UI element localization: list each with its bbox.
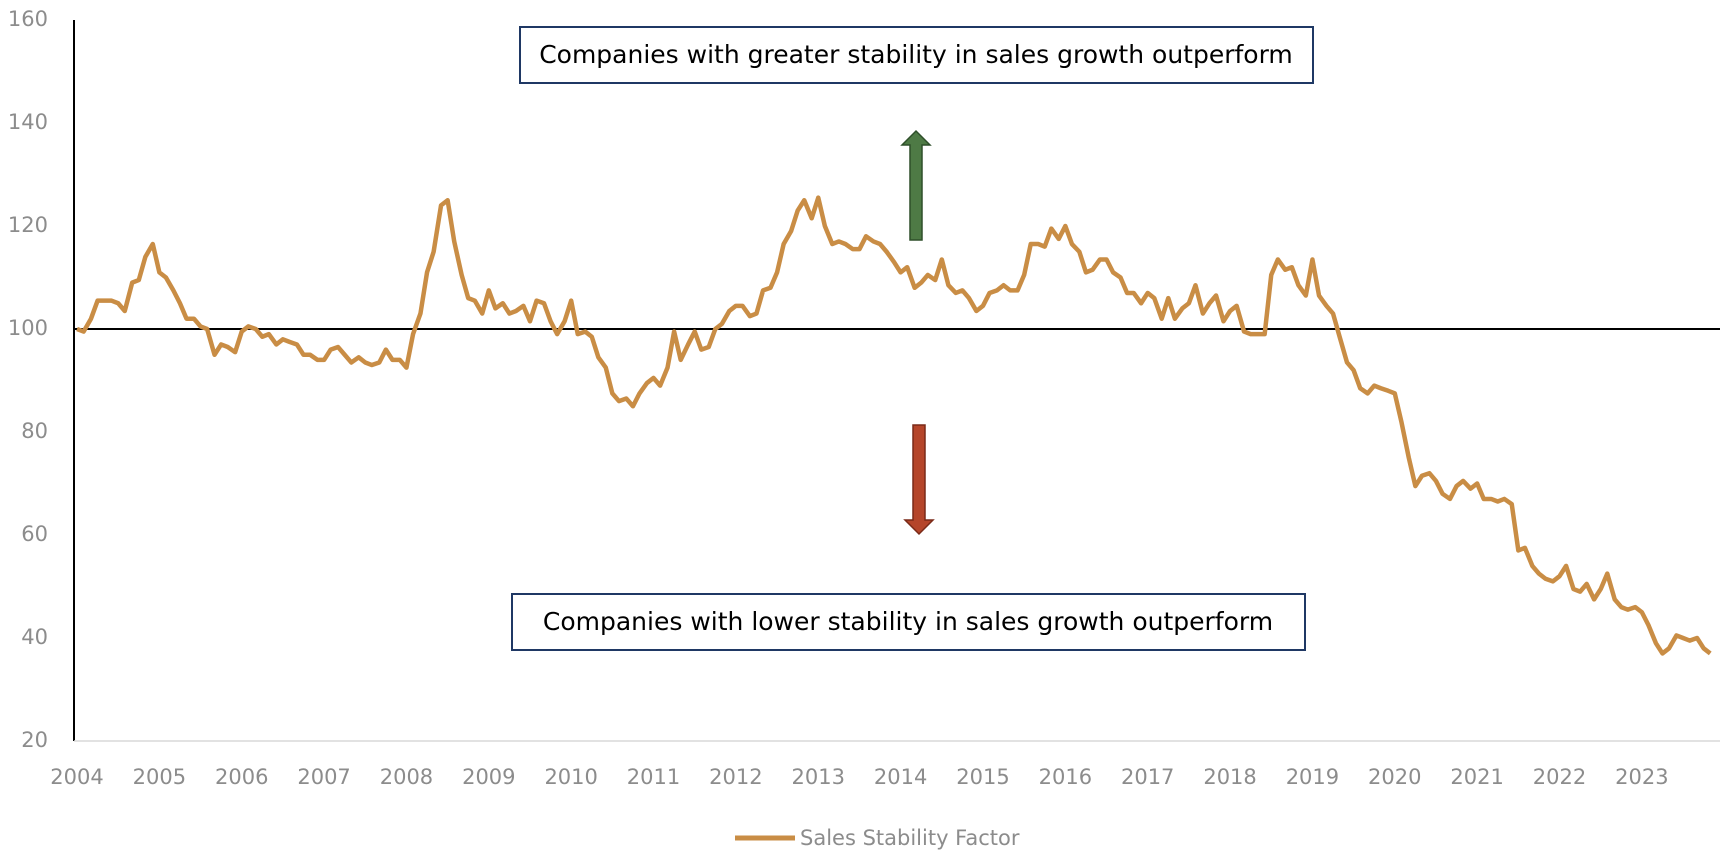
- y-tick-label: 60: [21, 522, 48, 546]
- y-tick-label: 80: [21, 419, 48, 443]
- legend-label: Sales Stability Factor: [800, 826, 1020, 850]
- y-tick-label: 100: [8, 316, 48, 340]
- x-tick-label: 2010: [544, 765, 597, 789]
- annotation: Companies with lower stability in sales …: [543, 607, 1273, 636]
- x-tick-label: 2023: [1615, 765, 1668, 789]
- x-tick-label: 2016: [1039, 765, 1092, 789]
- x-tick-label: 2018: [1203, 765, 1256, 789]
- x-tick-label: 2014: [874, 765, 927, 789]
- x-tick-label: 2021: [1450, 765, 1503, 789]
- y-tick-label: 140: [8, 110, 48, 134]
- x-tick-label: 2022: [1533, 765, 1586, 789]
- y-tick-label: 20: [21, 728, 48, 752]
- annotation: Companies with greater stability in sale…: [539, 40, 1293, 69]
- x-tick-label: 2013: [792, 765, 845, 789]
- x-tick-label: 2011: [627, 765, 680, 789]
- x-tick-label: 2020: [1368, 765, 1421, 789]
- y-tick-label: 120: [8, 213, 48, 237]
- x-tick-label: 2005: [133, 765, 186, 789]
- x-tick-label: 2019: [1286, 765, 1339, 789]
- x-tick-label: 2009: [462, 765, 515, 789]
- x-tick-label: 2017: [1121, 765, 1174, 789]
- down-arrow: [903, 424, 935, 536]
- x-tick-label: 2004: [50, 765, 103, 789]
- annotation-box: [519, 26, 1314, 84]
- x-tick-label: 2015: [956, 765, 1009, 789]
- x-tick-label: 2008: [380, 765, 433, 789]
- x-tick-label: 2007: [297, 765, 350, 789]
- annotation-box: [511, 593, 1306, 651]
- y-tick-label: 40: [21, 625, 48, 649]
- up-arrow: [900, 129, 932, 241]
- x-tick-label: 2012: [709, 765, 762, 789]
- y-tick-label: 160: [8, 7, 48, 31]
- data-line: [76, 195, 1712, 656]
- x-tick-label: 2006: [215, 765, 268, 789]
